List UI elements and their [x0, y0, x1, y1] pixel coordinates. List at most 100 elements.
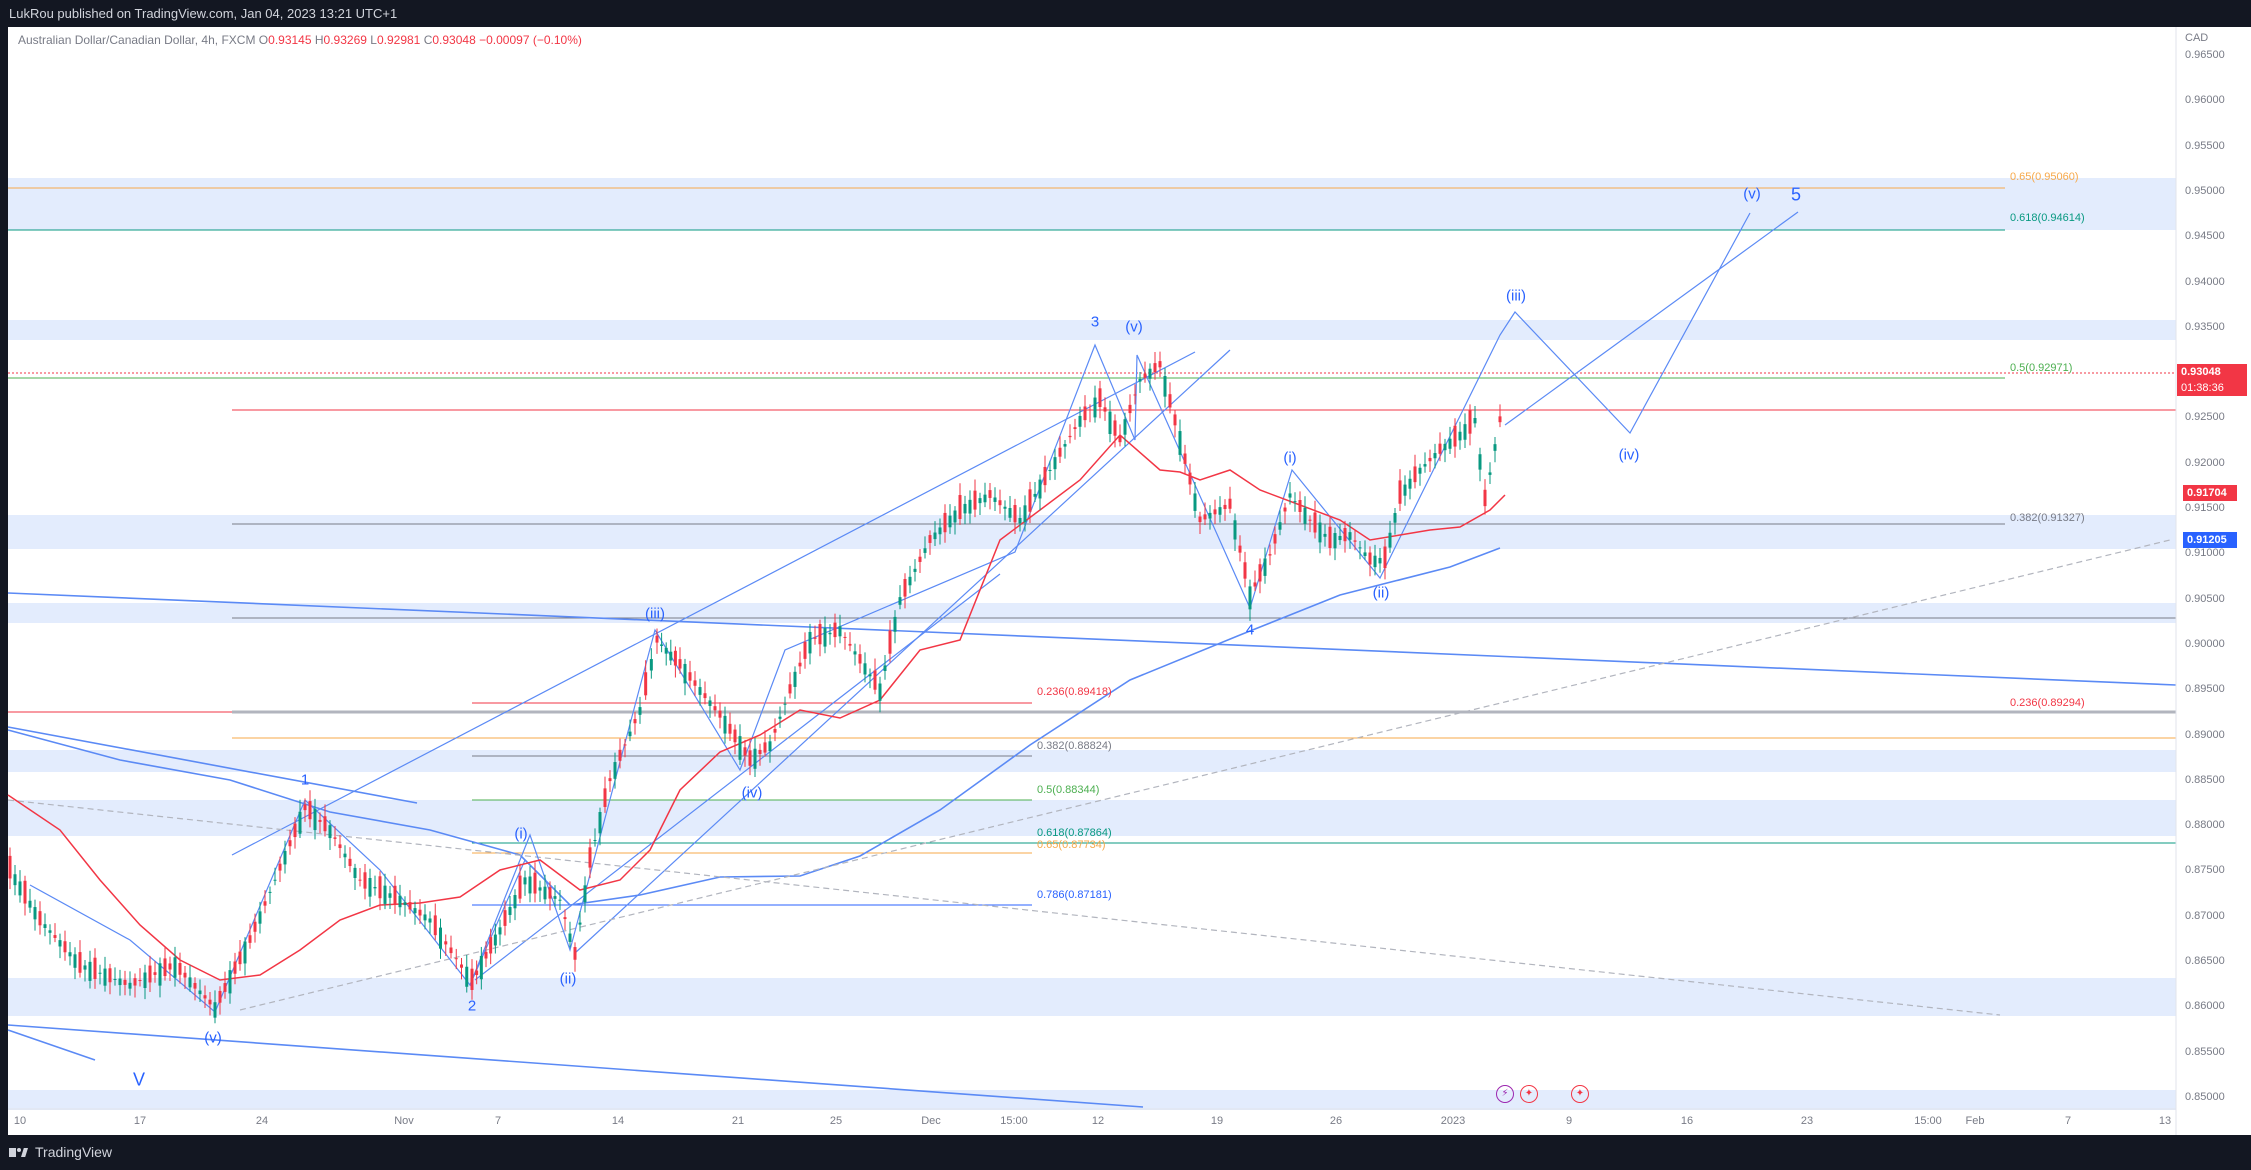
candle-body — [313, 808, 317, 831]
candle-body — [449, 947, 453, 954]
candle-body — [243, 941, 247, 964]
time-tick: 15:00 — [1000, 1115, 1028, 1127]
wave-label-v-dec: (v) — [1125, 318, 1143, 336]
candle-body — [1323, 533, 1327, 537]
fib-label-0382-upper: 0.382(0.91327) — [2010, 512, 2085, 524]
candle-body — [288, 840, 292, 847]
fib-label-0786-lower: 0.786(0.87181) — [1037, 889, 1112, 901]
candle-body — [1358, 547, 1362, 549]
candle-body — [508, 907, 512, 915]
zone — [8, 750, 2176, 772]
candle-body — [168, 963, 172, 970]
candle-body — [470, 968, 474, 990]
candle-body — [1058, 447, 1062, 457]
candle-body — [193, 982, 197, 989]
candle-body — [758, 749, 762, 755]
candle-body — [238, 951, 242, 965]
candle-body — [1008, 508, 1012, 518]
high-value: 0.93269 — [323, 33, 367, 47]
flash-event-icon[interactable]: ⚡ — [1496, 1085, 1514, 1103]
zone — [8, 800, 2176, 836]
candle-body — [778, 716, 782, 719]
price-tick: 0.96000 — [2185, 94, 2225, 107]
candle-body — [1178, 431, 1182, 455]
candle-body — [188, 977, 192, 988]
candle-body — [1148, 368, 1152, 379]
candle-body — [598, 812, 602, 834]
candle-body — [1138, 379, 1142, 382]
candle-body — [223, 983, 227, 992]
currency-label: CAD — [2185, 32, 2209, 44]
ma-fast-tag: 0.91704 — [2183, 485, 2237, 501]
candle-body — [363, 872, 367, 889]
candle-body — [38, 911, 42, 926]
price-tick: 0.86500 — [2185, 955, 2225, 967]
candle-body — [1488, 472, 1492, 475]
candle-body — [1353, 540, 1357, 542]
candle-body — [498, 927, 502, 935]
canada-flag-event-icon-2[interactable]: ✦ — [1571, 1085, 1589, 1103]
candle-body — [13, 874, 17, 886]
candle-body — [973, 490, 977, 510]
candle-body — [533, 872, 537, 894]
candle-body — [218, 990, 222, 1003]
canada-flag-event-icon[interactable]: ✦ — [1520, 1085, 1538, 1103]
candle-body — [8, 855, 12, 879]
candle-body — [673, 650, 677, 666]
time-tick: 25 — [829, 1115, 843, 1127]
candle-body — [403, 902, 407, 906]
candle-body — [1053, 457, 1057, 470]
candle-body — [163, 958, 167, 977]
candle-body — [1113, 420, 1117, 436]
candle-body — [208, 999, 212, 1005]
candle-body — [293, 823, 297, 838]
price-tick: 0.92000 — [2185, 456, 2225, 469]
candle-body — [623, 744, 627, 746]
wave-label-iii-jan: (iii) — [1506, 287, 1526, 305]
ma-slow-tag: 0.91205 — [2183, 532, 2237, 548]
wave-label-iii: (iii) — [645, 605, 665, 623]
candle-body — [669, 651, 673, 661]
candle-body — [788, 684, 792, 694]
candle-body — [128, 982, 132, 989]
candle-body — [1173, 414, 1177, 426]
candle-body — [1193, 493, 1197, 511]
candle-body — [518, 875, 522, 899]
tradingview-logo-icon — [9, 1146, 29, 1158]
countdown-tag: 01:38:36 — [2177, 380, 2247, 396]
candle-body — [603, 788, 607, 807]
candle-body — [1498, 416, 1502, 423]
price-axis-bg — [2176, 27, 2251, 1135]
candle-body — [803, 641, 807, 659]
wave-label-ii: (ii) — [559, 970, 577, 988]
candle-body — [733, 729, 737, 743]
candle-body — [703, 693, 707, 699]
candle-body — [793, 671, 797, 687]
candle-body — [18, 881, 22, 896]
candle-body — [863, 663, 867, 675]
symbol-legend[interactable]: Australian Dollar/Canadian Dollar, 4h, F… — [18, 33, 582, 47]
time-tick: 9 — [1565, 1115, 1573, 1127]
candle-body — [454, 958, 458, 960]
candle-body — [753, 748, 757, 769]
candle-body — [408, 902, 412, 910]
wave-label-v-proj: (v) — [1743, 185, 1761, 203]
time-tick: 26 — [1329, 1115, 1343, 1127]
candle-body — [698, 687, 702, 695]
candle-body — [708, 700, 712, 706]
candle-body — [1168, 394, 1172, 408]
candle-body — [913, 568, 917, 572]
candle-body — [513, 895, 517, 909]
candle-body — [323, 816, 327, 832]
candle-body — [1268, 554, 1272, 556]
candle-body — [338, 844, 342, 849]
candle-body — [48, 930, 52, 933]
candle-body — [1128, 404, 1132, 414]
candle-body — [1103, 407, 1107, 412]
tradingview-logo[interactable]: TradingView — [9, 1144, 112, 1160]
candlesticks[interactable] — [8, 351, 1502, 1024]
fib-label-0236-lower: 0.236(0.89418) — [1037, 686, 1112, 698]
zone — [8, 978, 2176, 1016]
candle-body — [1028, 489, 1032, 512]
